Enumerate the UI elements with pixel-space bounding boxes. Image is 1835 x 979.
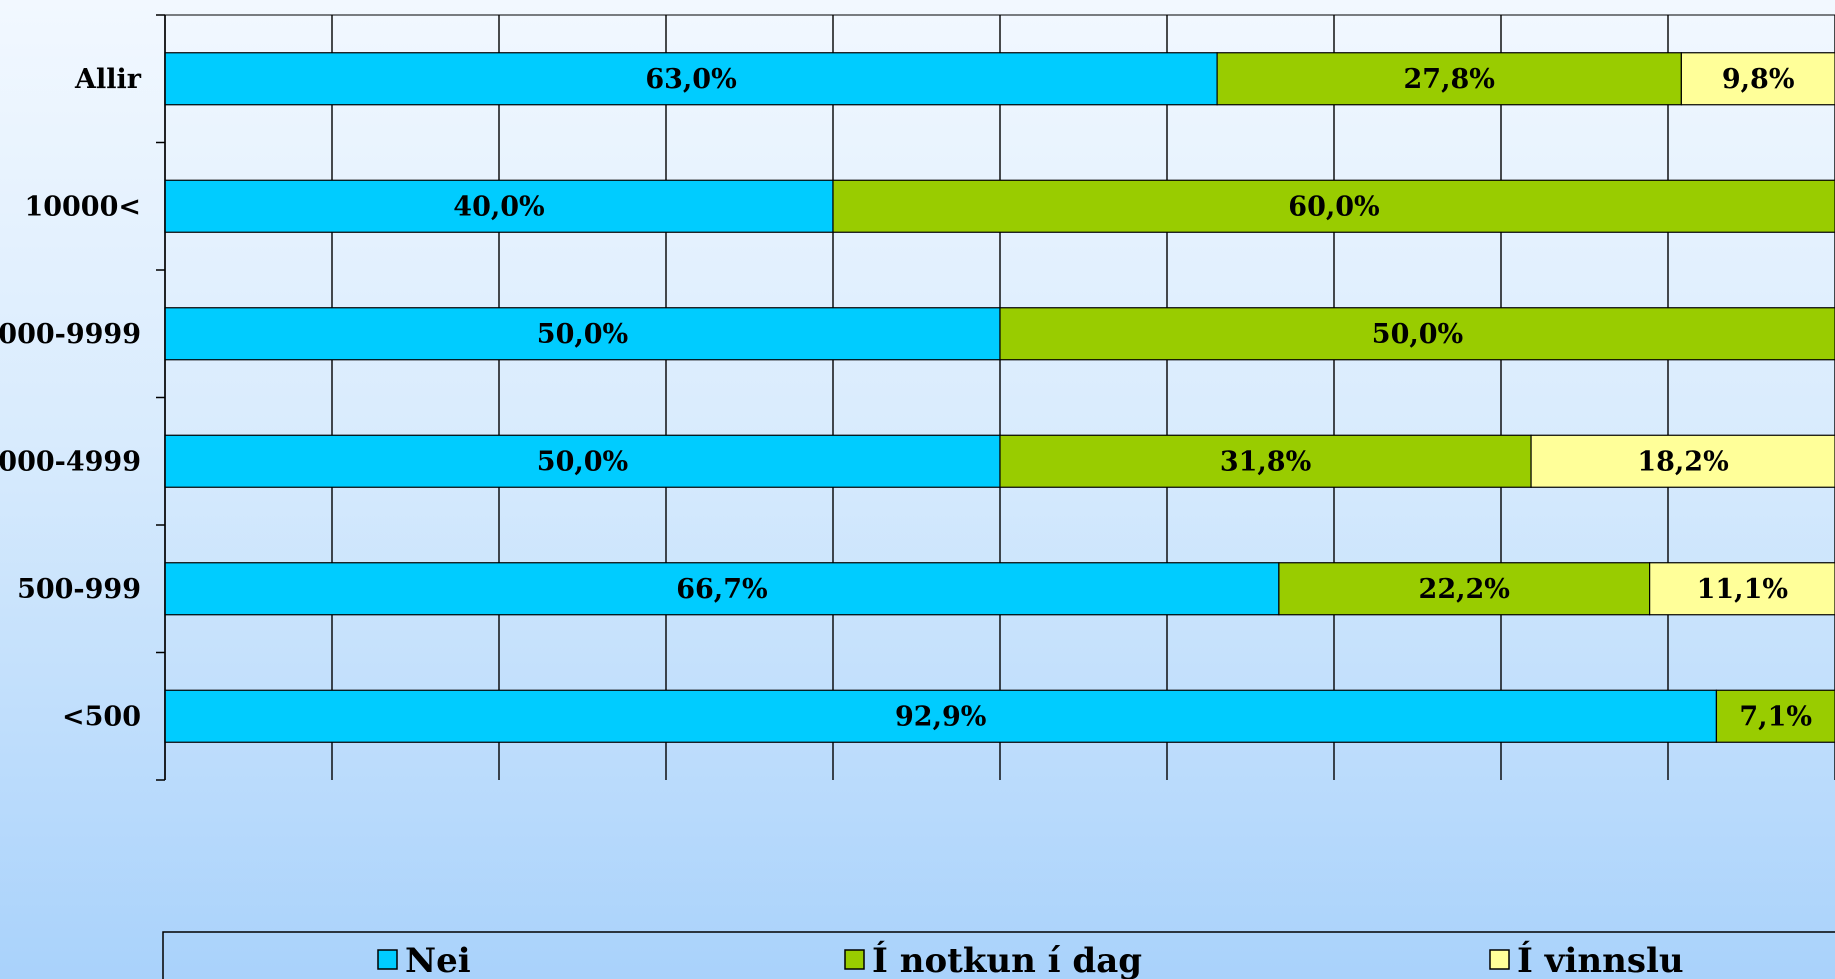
legend-swatch [1489,949,1510,970]
category-label: 500-999 [17,574,141,605]
value-label: 7,1% [1739,701,1812,732]
legend-box [162,931,1835,979]
value-label: 60,0% [1288,191,1379,222]
legend-label: Nei [405,941,471,979]
value-label: 31,8% [1220,446,1311,477]
legend-swatch [844,949,865,970]
category-label: 5000-9999 [0,319,141,350]
bar-segment [1530,434,1835,488]
value-label: 50,0% [537,319,628,350]
category-label: 1000-4999 [0,446,141,477]
gridlines [164,15,1835,780]
value-label: 63,0% [645,64,736,95]
category-axis: Allir 10000< 5000-9999 1000-4999 500-999 <500 [0,14,1835,781]
bar-segment [1649,562,1835,616]
value-label: 50,0% [1372,319,1463,350]
value-label: 50,0% [537,446,628,477]
legend-swatch [377,949,398,970]
value-label: 40,0% [453,191,544,222]
bar-segment [832,179,1835,233]
bar-segment [1715,689,1835,743]
bar-segment [164,562,1280,616]
value-label: 92,9% [895,701,986,732]
bar-segment [999,307,1835,361]
bar-segment [164,434,1001,488]
value-label: 22,2% [1419,574,1510,605]
bar-segment [1216,52,1682,106]
category-label: Allir [74,64,142,95]
category-label: <500 [62,701,141,732]
value-label: 27,8% [1404,64,1495,95]
value-label: 18,2% [1637,446,1728,477]
bar-segment [164,307,1001,361]
value-label: 66,7% [676,574,767,605]
value-label: 11,1% [1697,574,1788,605]
value-labels: 63,0% 27,8% 9,8% 40,0% 60,0% 50,0% 50,0% 50,0% 3… [453,64,1812,733]
bar-segment [999,434,1532,488]
legend: Nei Í notkun í dag Í vinnslu [162,931,1835,979]
legend-label: Í vinnslu [1517,940,1684,979]
bar-segment [1680,52,1835,106]
bars [164,52,1835,743]
category-label: 10000< [24,191,141,222]
value-label: 9,8% [1722,64,1795,95]
legend-label: Í notkun í dag [872,940,1142,979]
